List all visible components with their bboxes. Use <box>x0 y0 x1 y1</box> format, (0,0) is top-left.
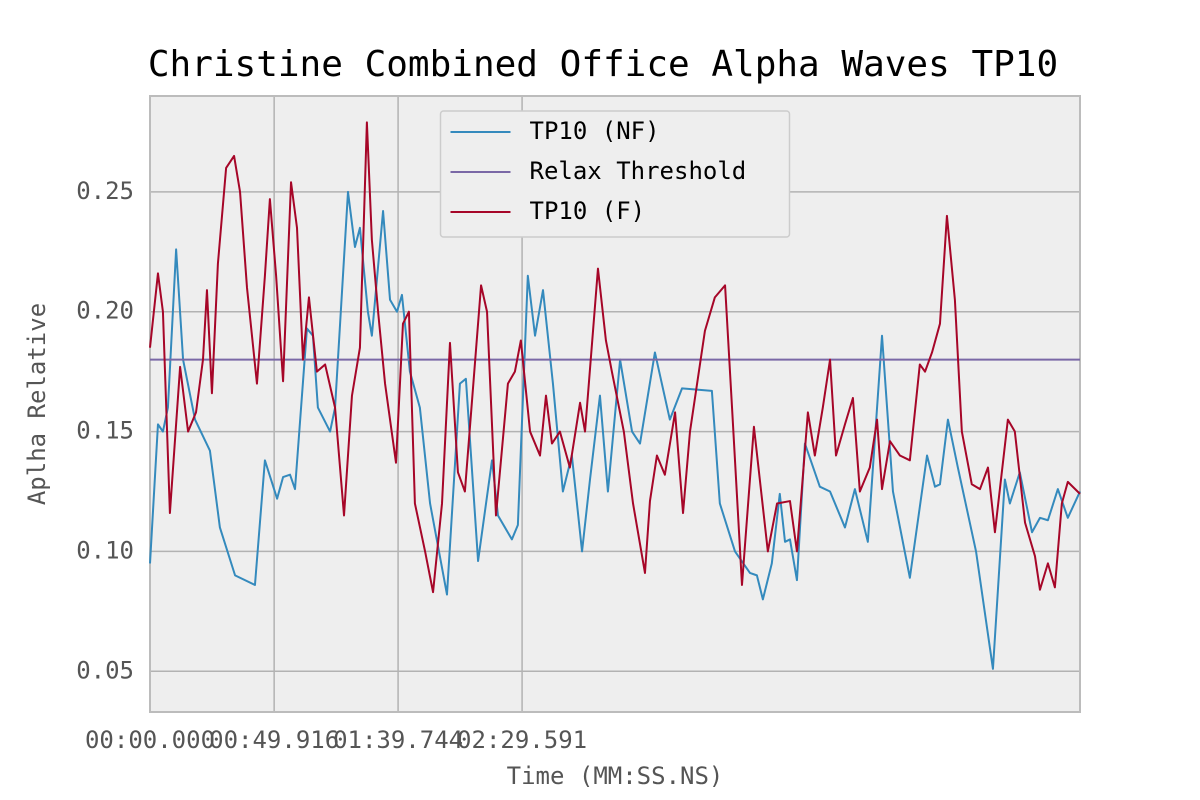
legend-label: Relax Threshold <box>530 157 747 185</box>
y-tick-label: 0.25 <box>76 177 134 205</box>
series-line <box>149 121 1081 594</box>
x-tick-label: 00:00.000 <box>85 726 215 754</box>
legend-label: TP10 (F) <box>530 197 646 225</box>
y-axis-label: Aplha Relative <box>23 303 51 505</box>
chart-title: Christine Combined Office Alpha Waves TP… <box>148 44 1058 85</box>
x-tick-label: 01:39.744 <box>333 726 463 754</box>
y-tick-label: 0.15 <box>76 417 134 445</box>
series-line <box>149 190 1081 670</box>
y-tick-label: 0.10 <box>76 536 134 564</box>
y-tick-label: 0.20 <box>76 297 134 325</box>
legend-label: TP10 (NF) <box>530 117 660 145</box>
x-tick-label: 02:29.591 <box>457 726 587 754</box>
x-tick-label: 00:49.916 <box>209 726 339 754</box>
legend-box <box>439 110 791 238</box>
plot-frame <box>149 95 1081 713</box>
x-axis-label: Time (MM:SS.NS) <box>507 762 724 790</box>
y-tick-label: 0.05 <box>76 656 134 684</box>
